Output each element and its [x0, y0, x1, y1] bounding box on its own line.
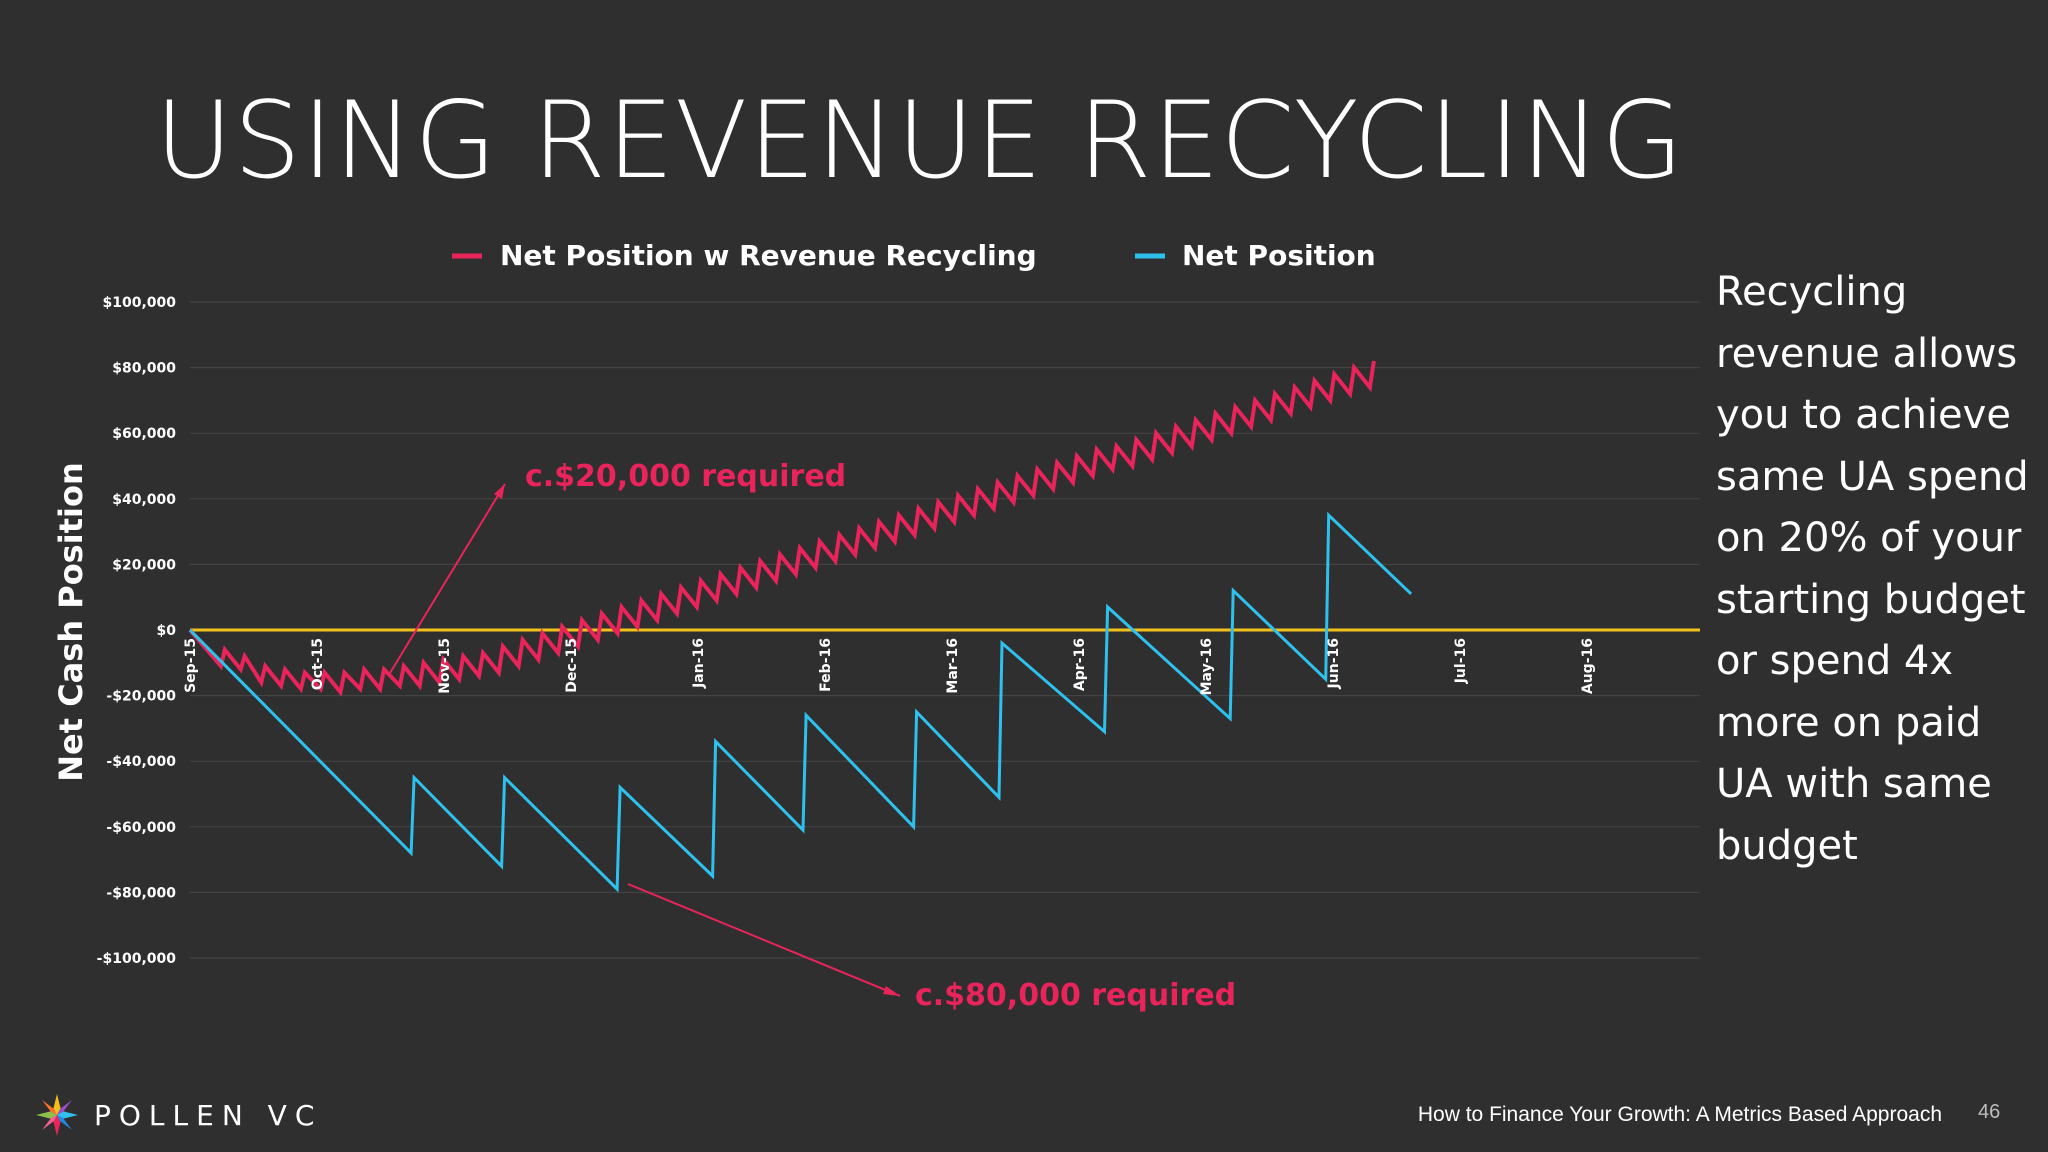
logo-text: POLLEN VC	[94, 1098, 323, 1132]
x-tick-label: Jul-16	[1453, 638, 1469, 684]
x-tick-label: Dec-15	[564, 638, 580, 693]
page-number: 46	[1978, 1101, 2001, 1123]
x-tick-label: Aug-16	[1580, 638, 1596, 694]
x-tick-label: Jun-16	[1326, 638, 1342, 689]
annotation-80k-label: c.$80,000 required	[915, 978, 1236, 1013]
x-tick-label: Mar-16	[945, 638, 961, 694]
chart-annotations: c.$20,000 required c.$80,000 required	[389, 459, 1236, 1013]
chart-legend: Net Position w Revenue Recycling Net Pos…	[452, 239, 1376, 272]
footer-logo: POLLEN VC	[34, 1092, 322, 1138]
annotation-arrow-80k-head	[883, 986, 900, 996]
side-note: Recycling revenue allows you to achieve …	[1716, 269, 2029, 869]
legend-label-recycling: Net Position w Revenue Recycling	[500, 239, 1037, 272]
series-line-net-position	[188, 511, 1413, 893]
x-tick-label: Apr-16	[1072, 638, 1088, 691]
chart-series	[188, 360, 1413, 893]
slide-title: USING REVENUE RECYCLING	[155, 79, 1685, 202]
y-tick-label: -$40,000	[106, 754, 176, 770]
pollen-star-icon	[36, 1094, 78, 1136]
y-tick-label: $40,000	[112, 492, 176, 508]
y-axis-title: Net Cash Position	[52, 462, 90, 781]
y-tick-label: -$60,000	[106, 820, 176, 836]
y-tick-label: -$100,000	[97, 951, 177, 967]
x-tick-label: Nov-15	[437, 638, 453, 694]
annotation-arrow-20k	[389, 483, 506, 674]
x-tick-label: Sep-15	[183, 638, 199, 693]
y-axis-ticks: $100,000 $80,000 $60,000 $40,000 $20,000 $0 -$…	[97, 295, 177, 967]
y-tick-label: $80,000	[112, 361, 176, 377]
x-tick-label: Feb-16	[818, 638, 834, 692]
x-tick-label: Jan-16	[691, 638, 707, 689]
y-tick-label: $0	[157, 623, 177, 639]
x-tick-label: Oct-15	[310, 638, 326, 690]
y-tick-label: $100,000	[102, 295, 176, 311]
y-tick-label: -$20,000	[106, 689, 176, 705]
y-tick-label: $20,000	[112, 557, 176, 573]
legend-label-net-position: Net Position	[1182, 239, 1376, 272]
annotation-20k-label: c.$20,000 required	[525, 459, 846, 494]
x-axis-ticks: Sep-15 Oct-15 Nov-15 Dec-15 Jan-16 Feb-16 Mar-…	[183, 638, 1596, 695]
chart-grid	[190, 301, 1700, 959]
series-line-recycling	[188, 360, 1376, 697]
x-tick-label: May-16	[1199, 638, 1215, 695]
footer-caption: How to Finance Your Growth: A Metrics Ba…	[1417, 1103, 1942, 1126]
annotation-arrow-20k-head	[494, 484, 505, 499]
y-tick-label: -$80,000	[106, 885, 176, 901]
annotation-arrow-80k	[627, 883, 901, 997]
y-tick-label: $60,000	[112, 426, 176, 442]
